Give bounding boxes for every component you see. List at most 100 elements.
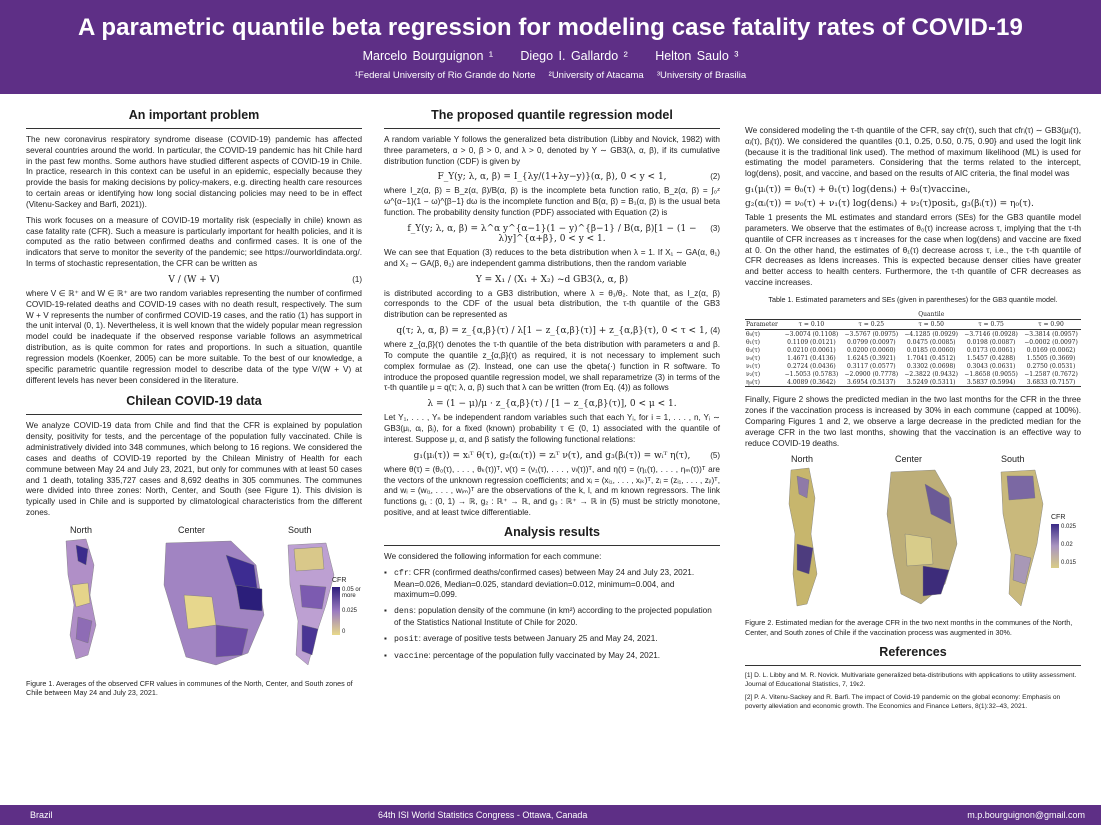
table-cell: 1.6245 (0.3921) xyxy=(847,354,896,362)
map-label-south: South xyxy=(1001,454,1025,465)
table-row: θ₃(τ) 0.0210 (0.0061) 0.0200 (0.0060) 0.018… xyxy=(745,346,1081,354)
variable-desc: : average of positive tests between Janu… xyxy=(418,633,658,643)
legend-tick: 0.02 xyxy=(1061,542,1073,549)
table-cell: −3.0074 (0.1108) xyxy=(784,330,839,338)
table-cell: 0.2724 (0.0436) xyxy=(787,362,836,370)
table-header: τ = 0.50 xyxy=(901,319,962,331)
table-1-caption: Table 1. Estimated parameters and SEs (g… xyxy=(768,294,1058,304)
equation-3: f_Y(y; λ, α, β) = λ^α y^{α−1}(1 − y)^{β−… xyxy=(384,224,720,244)
map-label-south: South xyxy=(288,524,312,535)
model-paragraph-1: A random variable Y follows the generali… xyxy=(384,135,720,166)
section-rule xyxy=(384,544,720,546)
legend-title: CFR xyxy=(1051,514,1066,522)
table-cell: −4.1285 (0.0929) xyxy=(904,330,959,338)
table-row: ν₂(τ) −1.5053 (0.5783) −2.0900 (0.7778) −2.… xyxy=(745,370,1081,378)
section-rule xyxy=(384,128,720,129)
legend-gradient xyxy=(1051,524,1059,569)
equation-1: V / (W + V) (1) xyxy=(26,275,362,285)
table-cell: 0.0185 (0.0060) xyxy=(906,346,956,354)
poster-header: A parametric quantile beta regression fo… xyxy=(0,0,1101,94)
variable-code: cfr xyxy=(394,568,409,578)
footer-email: m.p.bourguignon@gmail.com xyxy=(967,810,1085,820)
map-label-north: North xyxy=(70,524,93,535)
table-cell: 3.5249 (0.5311) xyxy=(906,378,956,386)
table-cell: 0.3302 (0.0698) xyxy=(906,362,956,370)
equation-1-number: (1) xyxy=(352,274,362,284)
table-row: η₀(τ) 4.0089 (0.3642) 3.6954 (0.5137) 3.524… xyxy=(745,378,1081,387)
table-cell: 0.3043 (0.0631) xyxy=(966,362,1016,370)
list-item: vaccine: percentage of the population fu… xyxy=(384,651,720,663)
table-cell: −1.2587 (0.7672) xyxy=(1024,370,1078,378)
table-cell: 0.0169 (0.0062) xyxy=(1026,346,1076,354)
table-cell: −2.0900 (0.7778) xyxy=(844,370,899,378)
map-label-center: Center xyxy=(178,524,206,535)
footer-country: Brazil xyxy=(30,810,53,820)
equation-lambda: λ = (1 − μ)/μ · z_{α,β}(τ) / [1 − z_{α,β… xyxy=(427,399,677,410)
table-cell: 1.4671 (0.4136) xyxy=(787,354,836,362)
section-rule xyxy=(26,128,362,129)
legend-tick: 0 xyxy=(342,628,346,635)
table-cell: −3.3814 (0.0957) xyxy=(1024,330,1078,338)
figure-1-maps: North Center South xyxy=(26,525,362,675)
legend-tick: 0.05 or more xyxy=(342,586,361,599)
table-row-parameter: ν₁(τ) xyxy=(746,362,761,370)
section-title-model: The proposed quantile regression model xyxy=(431,108,673,122)
model-paragraph-5: where z_{α,β}(τ) denotes the τ-th quanti… xyxy=(384,340,720,393)
legend-tick: 0.015 xyxy=(1061,560,1077,567)
poster-footer: Brazil 64th ISI World Statistics Congres… xyxy=(0,805,1101,825)
list-item: posit: average of positive tests between… xyxy=(384,634,720,646)
table-row-parameter: ν₂(τ) xyxy=(746,370,761,378)
problem-paragraph-2: This work focuses on a measure of COVID-… xyxy=(26,215,362,269)
column-right: We considered modeling the τ-th quantile… xyxy=(745,126,1081,716)
results-intro: We considered the following information … xyxy=(384,551,602,561)
center-map xyxy=(163,540,265,666)
variable-desc: : population density of the commune (in … xyxy=(394,606,712,628)
table-group-header: Quantile xyxy=(781,310,1081,321)
table-row-parameter: η₀(τ) xyxy=(746,378,761,386)
variable-code: dens xyxy=(394,607,414,617)
equation-1-body: V / (W + V) xyxy=(168,274,220,285)
table-cell: 3.6954 (0.5137) xyxy=(847,378,896,386)
table-cell: 0.0200 (0.0060) xyxy=(847,346,896,354)
equation-5-number: (5) xyxy=(710,450,720,460)
equation-3-body: f_Y(y; λ, α, β) = λ^α y^{α−1}(1 − y)^{β−… xyxy=(407,223,697,244)
table-cell: 0.2750 (0.0531) xyxy=(1026,362,1076,370)
variable-desc: : CFR (confirmed deaths/confirmed cases)… xyxy=(394,567,695,600)
figure-2-map-svg xyxy=(788,468,1044,607)
center-map xyxy=(886,470,958,605)
table-header-blank xyxy=(745,310,782,321)
section-title-problem: An important problem xyxy=(128,108,260,122)
variable-code: vaccine xyxy=(394,651,429,661)
list-item: dens: population density of the commune … xyxy=(384,606,720,629)
section-title-results: Analysis results xyxy=(504,524,600,539)
table-cell: 3.5837 (0.5994) xyxy=(966,378,1016,386)
list-item: cfr: CFR (confirmed deaths/confirmed cas… xyxy=(384,568,720,601)
section-title-chile: Chilean COVID-19 data xyxy=(126,394,262,409)
table-row-parameter: θ₀(τ) xyxy=(746,330,761,338)
section-rule xyxy=(26,414,362,416)
table-row: ν₀(τ) 1.4671 (0.4136) 1.6245 (0.3921) 1.704… xyxy=(745,354,1081,362)
table-cell: 0.0475 (0.0085) xyxy=(906,338,956,346)
poster-title: A parametric quantile beta regression fo… xyxy=(78,14,1023,41)
model-paragraph-6: Let Y₁, . . . , Yₙ be independent random… xyxy=(384,413,720,444)
table-cell: 0.0173 (0.0061) xyxy=(966,346,1016,354)
legend-title: CFR xyxy=(332,576,347,584)
model-paragraph-2: where I_z(α, β) = B_z(α, β)/B(α, β) is t… xyxy=(384,186,720,218)
table-header-parameter: Parameter xyxy=(745,319,782,331)
table-cell: −3.7146 (0.0928) xyxy=(964,330,1018,338)
equation-y: Y = X₁ / (X₁ + X₂) ~d GB3(λ, α, β) xyxy=(475,274,629,285)
map-label-center: Center xyxy=(895,454,923,465)
legend-gradient xyxy=(332,586,340,635)
section-title-references: References xyxy=(879,645,947,660)
table-cell: 1.5505 (0.3669) xyxy=(1026,354,1076,362)
authors: Marcelo Bourguignon ¹ Diego I. Gallardo … xyxy=(362,49,739,63)
estimates-table: Quantile Parameter τ = 0.10 τ = 0.25 τ =… xyxy=(745,310,1081,387)
table-row-parameter: ν₀(τ) xyxy=(746,354,761,362)
table-cell: 1.7041 (0.4512) xyxy=(906,354,956,362)
model-paragraph-4: is distributed according to a GB3 distri… xyxy=(384,288,720,320)
variable-desc: : percentage of the population fully vac… xyxy=(428,650,661,660)
equation-6a: g₁(μᵢ(τ)) = θ₀(τ) + θ₁(τ) log(densᵢ) + θ… xyxy=(745,185,971,196)
table-cell: 0.3117 (0.0577) xyxy=(847,362,896,370)
map-label-north: North xyxy=(791,454,814,465)
variable-code: posit xyxy=(394,634,419,644)
